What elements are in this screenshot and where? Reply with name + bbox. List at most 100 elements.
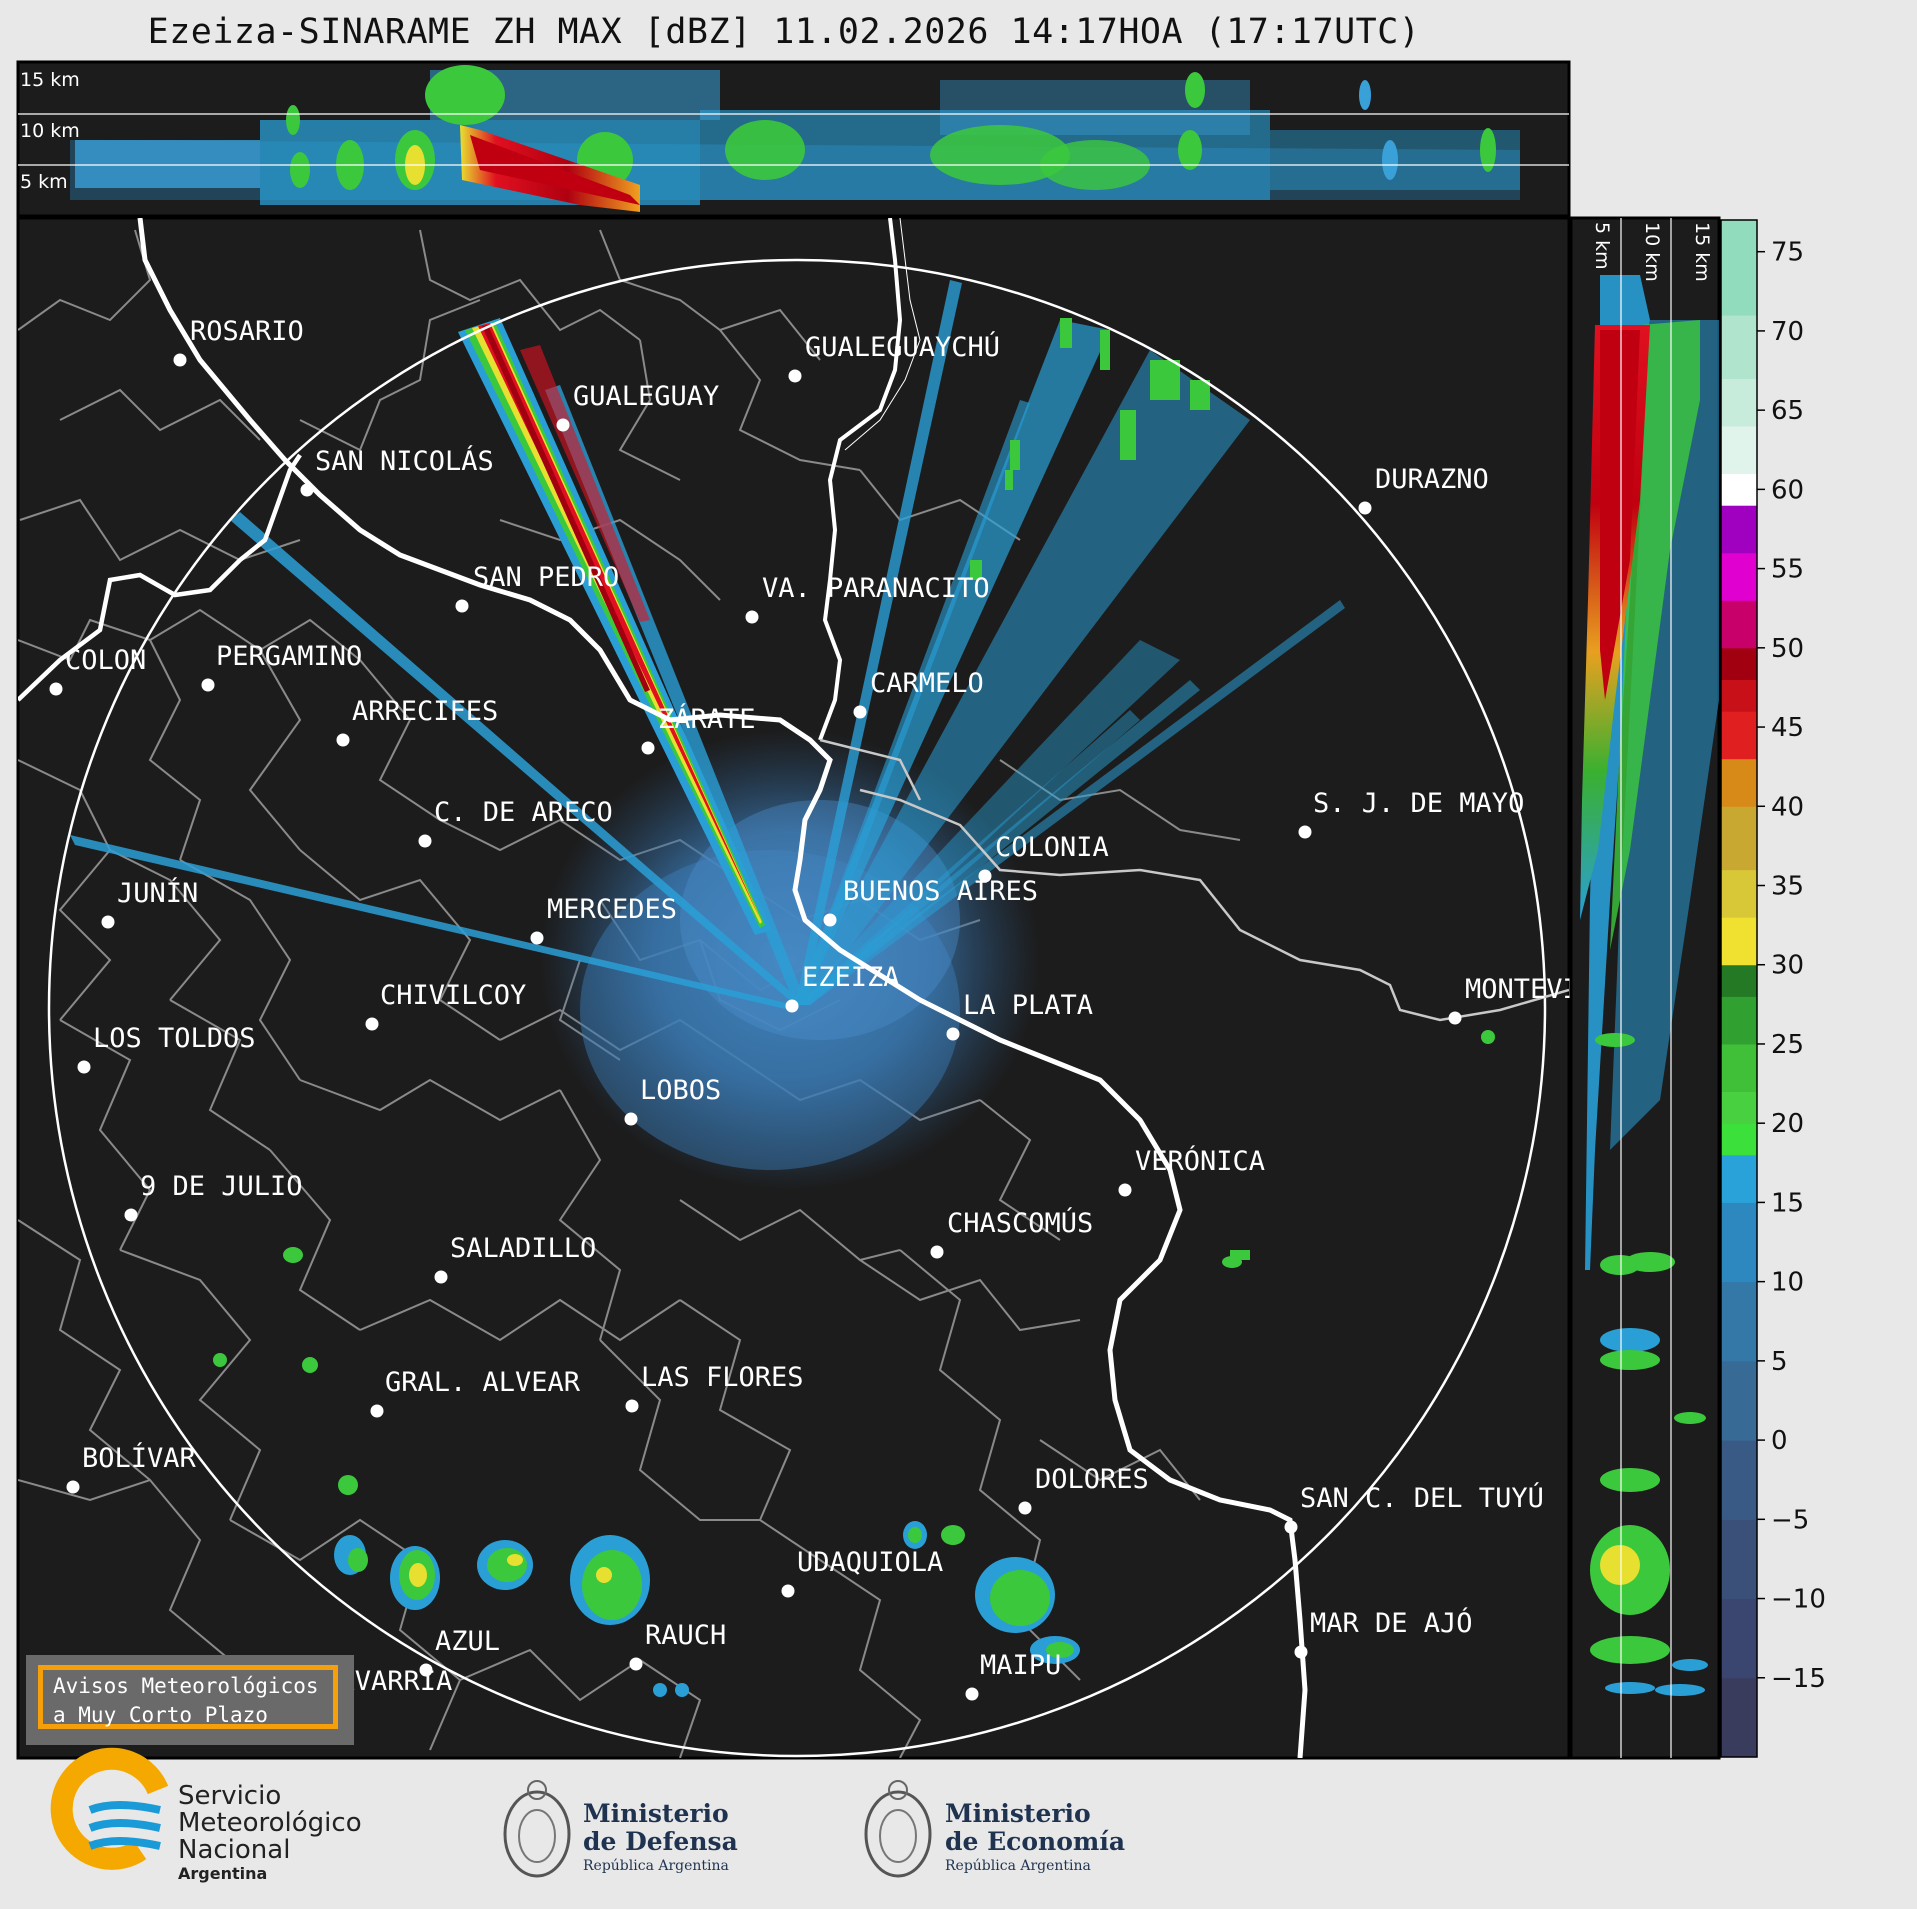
city-label: VA. PARANACITO	[762, 573, 990, 604]
colorbar-tick-label: 5	[1771, 1347, 1788, 1377]
defensa-line-3: República Argentina	[583, 1858, 729, 1874]
colorbar-band	[1721, 220, 1757, 316]
city-label: 9 DE JULIO	[140, 1171, 303, 1202]
city-dot	[49, 682, 63, 696]
colorbar-tick-label: 70	[1771, 317, 1804, 347]
smn-logo	[50, 1747, 169, 1870]
top-cross-section-panel: 15 km 10 km 5 km	[16, 60, 1571, 218]
colorbar-tick-label: 40	[1771, 792, 1804, 822]
colorbar-band	[1721, 1202, 1757, 1283]
city-dot	[641, 741, 655, 755]
colorbar-blocks	[1721, 220, 1757, 1758]
main-map-panel: ROSARIO GUALEGUAYCHÚ GUALEGUAY SAN NICOLÁS D…	[16, 216, 1628, 1760]
city-dot	[455, 599, 469, 613]
city-dot	[978, 869, 992, 883]
city-label: C. DE ARECO	[434, 797, 613, 828]
city-dot	[434, 1270, 448, 1284]
city-label: CARMELO	[870, 668, 984, 699]
city-dot	[629, 1657, 643, 1671]
city-dot	[101, 915, 115, 929]
city-label: PERGAMINO	[216, 641, 362, 672]
economia-seal-icon	[864, 1780, 932, 1878]
colorbar-tick-label: 30	[1771, 951, 1804, 981]
colorbar-band	[1721, 711, 1757, 760]
city-label: BUENOS AIRES	[843, 876, 1038, 907]
colorbar-tick-label: −15	[1771, 1664, 1826, 1694]
colorbar-tick-label: 65	[1771, 396, 1804, 426]
city-label: GUALEGUAY	[573, 381, 719, 412]
side-height-label-5: 5 km	[1591, 222, 1613, 270]
city-dot	[1294, 1645, 1308, 1659]
city-label: LA PLATA	[963, 990, 1093, 1021]
city-dot	[1018, 1501, 1032, 1515]
city-dot	[930, 1245, 944, 1259]
city-dot	[124, 1208, 138, 1222]
colorbar-band	[1721, 1281, 1757, 1362]
city-markers: ROSARIO GUALEGUAYCHÚ GUALEGUAY SAN NICOLÁS D…	[49, 316, 1628, 1717]
storm-cells	[213, 1030, 1495, 1697]
city-dot	[785, 999, 799, 1013]
defensa-seal-icon	[503, 1780, 571, 1878]
colorbar-band	[1721, 964, 1757, 997]
colorbar-band	[1721, 1123, 1757, 1156]
colorbar-band	[1721, 1519, 1757, 1600]
city-dot	[965, 1687, 979, 1701]
colorbar-band	[1721, 473, 1757, 506]
city-dot	[1118, 1183, 1132, 1197]
colorbar-band	[1721, 758, 1757, 807]
colorbar-band	[1721, 996, 1757, 1045]
colorbar-band	[1721, 552, 1757, 601]
colorbar-tick-label: −5	[1771, 1505, 1809, 1535]
colorbar-band	[1721, 917, 1757, 966]
colorbar-band	[1721, 600, 1757, 649]
city-label: AZUL	[435, 1626, 500, 1657]
defensa-line-2: de Defensa	[583, 1827, 738, 1856]
city-dot	[530, 931, 544, 945]
colorbar-band	[1721, 1440, 1757, 1520]
top-height-label-10: 10 km	[20, 120, 80, 142]
colorbar-band	[1721, 425, 1757, 475]
uruguay-coast	[859, 788, 1569, 1022]
city-dot	[853, 705, 867, 719]
defensa-line-1: Ministerio	[583, 1799, 729, 1828]
city-dot	[201, 678, 215, 692]
city-label: CHIVILCOY	[380, 980, 526, 1011]
colorbar-band	[1721, 869, 1757, 918]
city-dot	[418, 834, 432, 848]
city-label: SAN C. DEL TUYÚ	[1300, 1482, 1544, 1514]
colorbar-tick-label: 75	[1771, 238, 1804, 268]
city-label: LOBOS	[640, 1075, 721, 1106]
side-height-label-10: 10 km	[1641, 222, 1663, 282]
city-dot	[336, 733, 350, 747]
city-dot	[1284, 1520, 1298, 1534]
city-label: BOLÍVAR	[82, 1442, 197, 1474]
colorbar-tick-label: 35	[1771, 872, 1804, 902]
city-dot	[624, 1112, 638, 1126]
city-label: COLONIA	[995, 832, 1109, 863]
smn-name-line-2: Meteorológico	[178, 1808, 362, 1838]
colorbar-tick-label: 55	[1771, 555, 1804, 585]
warning-badge[interactable]: Avisos Meteorológicos a Muy Corto Plazo	[26, 1655, 354, 1745]
colorbar-band	[1721, 505, 1757, 554]
city-label: ROSARIO	[190, 316, 304, 347]
colorbar-tick-label: 25	[1771, 1030, 1804, 1060]
colorbar-band	[1721, 1154, 1757, 1203]
colorbar-band	[1721, 679, 1757, 712]
city-label: RAUCH	[645, 1620, 726, 1651]
top-height-label-15: 15 km	[20, 69, 80, 91]
ne-echo-speckles	[970, 318, 1250, 1260]
city-label: DURAZNO	[1375, 464, 1489, 495]
city-label: MAR DE AJÓ	[1310, 1607, 1473, 1639]
colorbar-tick-label: 60	[1771, 475, 1804, 505]
city-label: VERÓNICA	[1135, 1145, 1265, 1177]
colorbar-band	[1721, 315, 1757, 379]
side-cross-section-panel: 5 km 10 km 15 km	[1569, 216, 1721, 1760]
city-label: LAS FLORES	[641, 1362, 804, 1393]
city-label: SAN NICOLÁS	[315, 445, 494, 477]
city-dot	[781, 1584, 795, 1598]
warning-line-2: a Muy Corto Plazo	[53, 1703, 268, 1727]
colorbar-band	[1721, 1677, 1757, 1758]
